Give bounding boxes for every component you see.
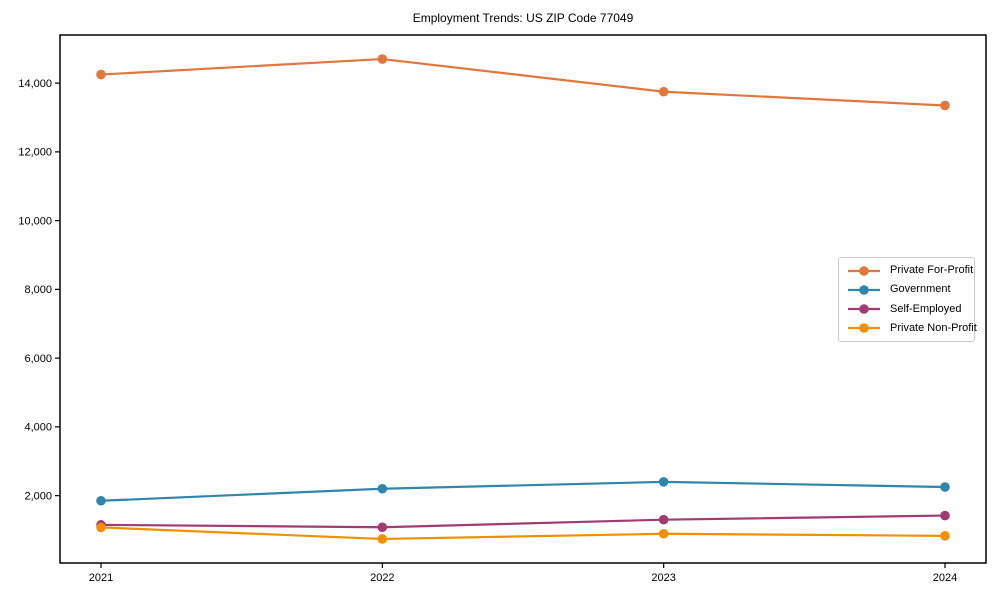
series-line-self-employed — [99, 514, 947, 529]
series-marker-private-non-profit-2024 — [940, 531, 950, 541]
x-tick-label: 2024 — [933, 572, 957, 584]
legend-item-self-employed: Self-Employed — [847, 303, 966, 315]
legend-item-private-for-profit: Private For-Profit — [847, 265, 973, 277]
plot-border — [59, 34, 987, 564]
series-marker-self-employed-2023 — [658, 514, 669, 525]
legend-marker-icon — [859, 323, 869, 334]
series-marker-private-for-profit-2023 — [658, 86, 669, 97]
legend-item-private-non-profit: Private Non-Profit — [847, 322, 977, 334]
legend-line-icon — [848, 285, 880, 295]
series-marker-private-non-profit-2023 — [658, 528, 669, 539]
series-marker-private-for-profit-2022 — [377, 54, 388, 64]
y-tick-label: 10,000 — [18, 215, 52, 227]
series-marker-self-employed-2022 — [377, 522, 388, 533]
series-marker-self-employed-2024 — [940, 510, 950, 521]
x-tick-label: 2022 — [370, 572, 394, 584]
series-marker-private-for-profit-2021 — [96, 69, 106, 80]
legend-line-icon — [848, 323, 880, 334]
series-marker-government-2021 — [96, 495, 106, 506]
series-marker-private-for-profit-2024 — [940, 100, 950, 111]
legend-label: Private For-Profit — [890, 264, 974, 277]
x-tick-label: 2023 — [651, 572, 675, 584]
legend-label: Self-Employed — [890, 302, 962, 315]
legend-marker-icon — [859, 265, 869, 276]
legend: Private For-Profit Government Self-Employe… — [838, 257, 977, 342]
y-tick-label: 2,000 — [24, 490, 52, 502]
series-marker-private-non-profit-2022 — [377, 534, 388, 544]
legend-line-icon — [848, 265, 880, 276]
series-marker-government-2023 — [658, 477, 669, 487]
x-tick-label: 2021 — [89, 572, 113, 584]
y-tick-label: 12,000 — [18, 147, 52, 159]
y-tick-label: 4,000 — [24, 422, 52, 434]
legend-marker-icon — [859, 285, 869, 295]
y-tick-label: 14,000 — [18, 78, 52, 90]
y-tick-label: 8,000 — [24, 284, 52, 296]
series-line-government — [99, 480, 947, 502]
series-marker-government-2024 — [940, 482, 950, 492]
series-line-private-for-profit — [99, 57, 947, 107]
legend-item-government: Government — [847, 284, 966, 296]
legend-label: Private Non-Profit — [890, 321, 977, 334]
legend-label: Government — [890, 283, 951, 296]
series-marker-private-non-profit-2021 — [96, 522, 106, 533]
chart-title: Employment Trends: US ZIP Code 77049 — [412, 11, 634, 25]
legend-marker-icon — [859, 304, 869, 314]
series-line-private-non-profit — [99, 526, 947, 541]
legend-line-icon — [848, 304, 880, 314]
series-marker-government-2022 — [377, 483, 388, 494]
y-tick-label: 6,000 — [24, 353, 52, 365]
